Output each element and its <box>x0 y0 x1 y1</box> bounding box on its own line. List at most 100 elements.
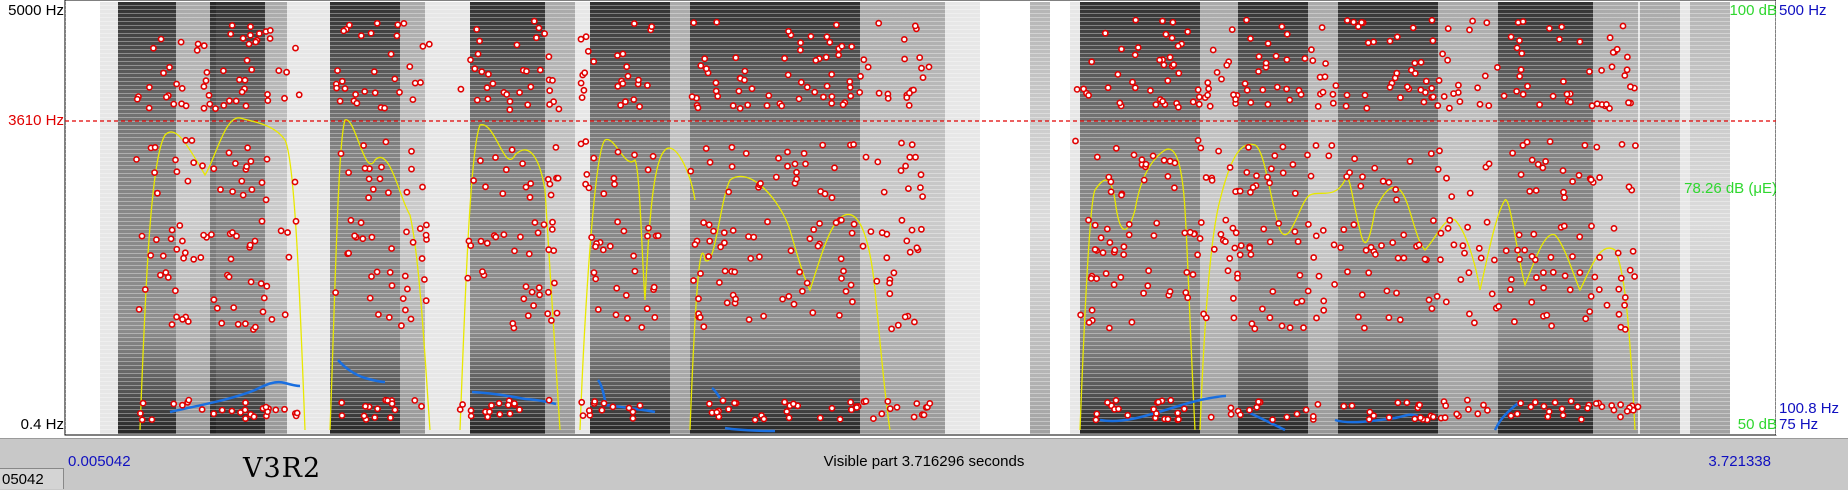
formant-point <box>1166 157 1174 165</box>
formant-point <box>285 253 293 261</box>
formant-point <box>393 32 401 40</box>
formant-point <box>422 221 430 229</box>
formant-point <box>1578 415 1585 423</box>
formant-point <box>1275 219 1283 227</box>
formant-point <box>1247 251 1255 258</box>
formant-point <box>1266 238 1274 246</box>
formant-point <box>1304 151 1311 159</box>
formant-point <box>1363 104 1371 112</box>
formant-point <box>258 179 266 186</box>
formant-point <box>826 38 834 46</box>
formant-point <box>1101 29 1109 37</box>
formant-point <box>1129 78 1136 86</box>
formant-point <box>1283 85 1290 93</box>
formant-point <box>650 283 658 291</box>
formant-point <box>171 287 179 295</box>
formant-point <box>1302 406 1310 414</box>
formant-point <box>1305 220 1312 228</box>
formant-point <box>1171 184 1178 192</box>
formant-point <box>1279 143 1287 151</box>
formant-point <box>919 193 926 200</box>
formant-point <box>1361 324 1368 332</box>
formant-point <box>1624 53 1631 61</box>
corner-time-label: 05042 <box>2 471 44 488</box>
formant-point <box>696 313 704 321</box>
formant-point <box>284 229 291 236</box>
formant-point <box>867 228 875 235</box>
formant-point <box>848 406 855 414</box>
formant-point <box>1259 86 1267 94</box>
formant-point <box>620 227 628 235</box>
formant-point <box>233 232 240 240</box>
formant-point <box>1228 26 1236 33</box>
formant-point <box>159 252 167 260</box>
formant-point <box>520 295 528 303</box>
formant-point <box>1147 87 1154 94</box>
formant-point <box>361 88 369 95</box>
formant-point <box>484 95 492 103</box>
formant-point <box>1434 102 1442 109</box>
formant-point <box>839 101 847 109</box>
formant-point <box>741 76 748 84</box>
formant-point <box>1180 405 1188 413</box>
formant-point <box>1243 168 1251 176</box>
formant-point <box>862 397 870 405</box>
formant-point <box>911 22 919 30</box>
pitch-top-label: 500 Hz <box>1779 2 1827 19</box>
formant-point <box>1320 306 1328 314</box>
formant-point <box>1106 239 1114 246</box>
formant-point <box>371 89 379 97</box>
formant-point <box>1125 220 1133 228</box>
time-bar[interactable]: 0.005042 Visible part 3.716296 seconds 3… <box>0 438 1848 490</box>
formant-point <box>1246 406 1253 414</box>
formant-point <box>820 93 827 101</box>
formant-point <box>1437 229 1445 237</box>
formant-point <box>926 399 934 407</box>
formant-point <box>1160 61 1168 69</box>
formant-point <box>555 105 563 113</box>
formant-point <box>787 247 795 255</box>
formant-point <box>611 180 618 188</box>
formant-point <box>338 399 346 407</box>
formant-point <box>906 248 914 256</box>
formant-point <box>1608 402 1616 409</box>
formant-point <box>1485 160 1493 168</box>
formant-point <box>528 288 536 296</box>
formant-point <box>1465 269 1473 277</box>
formant-point <box>1358 18 1365 26</box>
formant-point <box>775 154 782 162</box>
formant-point <box>1206 102 1214 110</box>
formant-point <box>631 151 638 159</box>
formant-point <box>913 244 921 252</box>
formant-point <box>837 255 845 263</box>
formant-point <box>417 79 424 86</box>
formant-point <box>1586 308 1594 315</box>
formant-point <box>1587 176 1595 184</box>
formant-point <box>345 249 352 257</box>
formant-point <box>352 91 359 98</box>
formant-point <box>1477 254 1485 262</box>
formant-point <box>1328 142 1336 149</box>
formant-point <box>783 408 791 415</box>
formant-point <box>250 413 258 421</box>
formant-point <box>517 233 524 241</box>
formant-point <box>385 313 393 321</box>
formant-point <box>1112 396 1120 404</box>
formant-point <box>502 166 510 174</box>
formant-point <box>1603 101 1610 108</box>
formant-point <box>1634 403 1642 411</box>
formant-point <box>1626 266 1634 274</box>
formant-point <box>1394 399 1402 407</box>
time-start-label: 0.005042 <box>68 453 131 470</box>
formant-point <box>1226 164 1234 171</box>
formant-point <box>499 190 507 197</box>
formant-point <box>170 100 178 108</box>
formant-point <box>1543 311 1551 319</box>
formant-point <box>361 402 369 410</box>
formant-point <box>1253 172 1260 180</box>
formant-point <box>687 167 695 175</box>
formant-point <box>1319 226 1327 234</box>
formant-point <box>886 405 894 413</box>
formant-point <box>281 311 289 319</box>
